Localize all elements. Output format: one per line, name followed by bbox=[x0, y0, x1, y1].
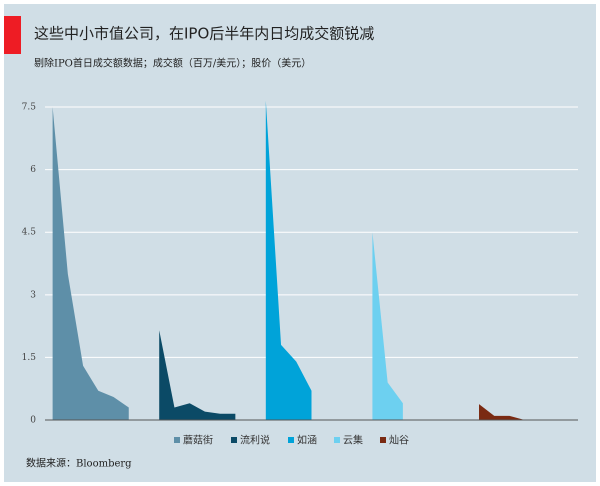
area bbox=[159, 330, 236, 420]
legend-swatch bbox=[231, 437, 237, 443]
y-tick-label: 7.5 bbox=[22, 103, 37, 113]
area bbox=[265, 100, 312, 420]
title-flag bbox=[4, 16, 21, 54]
chart-title: 这些中小市值公司，在IPO后半年内日均成交额锐减 bbox=[34, 25, 374, 43]
legend-label: 蘑菇街 bbox=[183, 434, 213, 447]
legend-label: 灿谷 bbox=[389, 434, 409, 447]
legend-swatch bbox=[288, 437, 294, 443]
y-tick-label: 0 bbox=[30, 416, 36, 426]
area bbox=[52, 107, 129, 420]
legend-swatch bbox=[174, 437, 180, 443]
area bbox=[372, 232, 403, 420]
legend-swatch bbox=[380, 437, 386, 443]
y-tick-label: 3 bbox=[30, 290, 36, 300]
source: 数据来源：Bloomberg bbox=[26, 457, 132, 470]
legend-label: 流利说 bbox=[240, 434, 270, 447]
area bbox=[479, 404, 525, 420]
y-tick-label: 1.5 bbox=[22, 353, 37, 363]
legend-swatch bbox=[334, 437, 340, 443]
legend-label: 云集 bbox=[343, 434, 363, 447]
legend-label: 如涵 bbox=[297, 434, 317, 447]
y-tick-label: 4.5 bbox=[22, 228, 37, 238]
chart-subtitle: 剔除IPO首日成交额数据；成交额（百万/美元）；股价（美元） bbox=[34, 57, 311, 70]
y-tick-label: 6 bbox=[30, 165, 36, 175]
